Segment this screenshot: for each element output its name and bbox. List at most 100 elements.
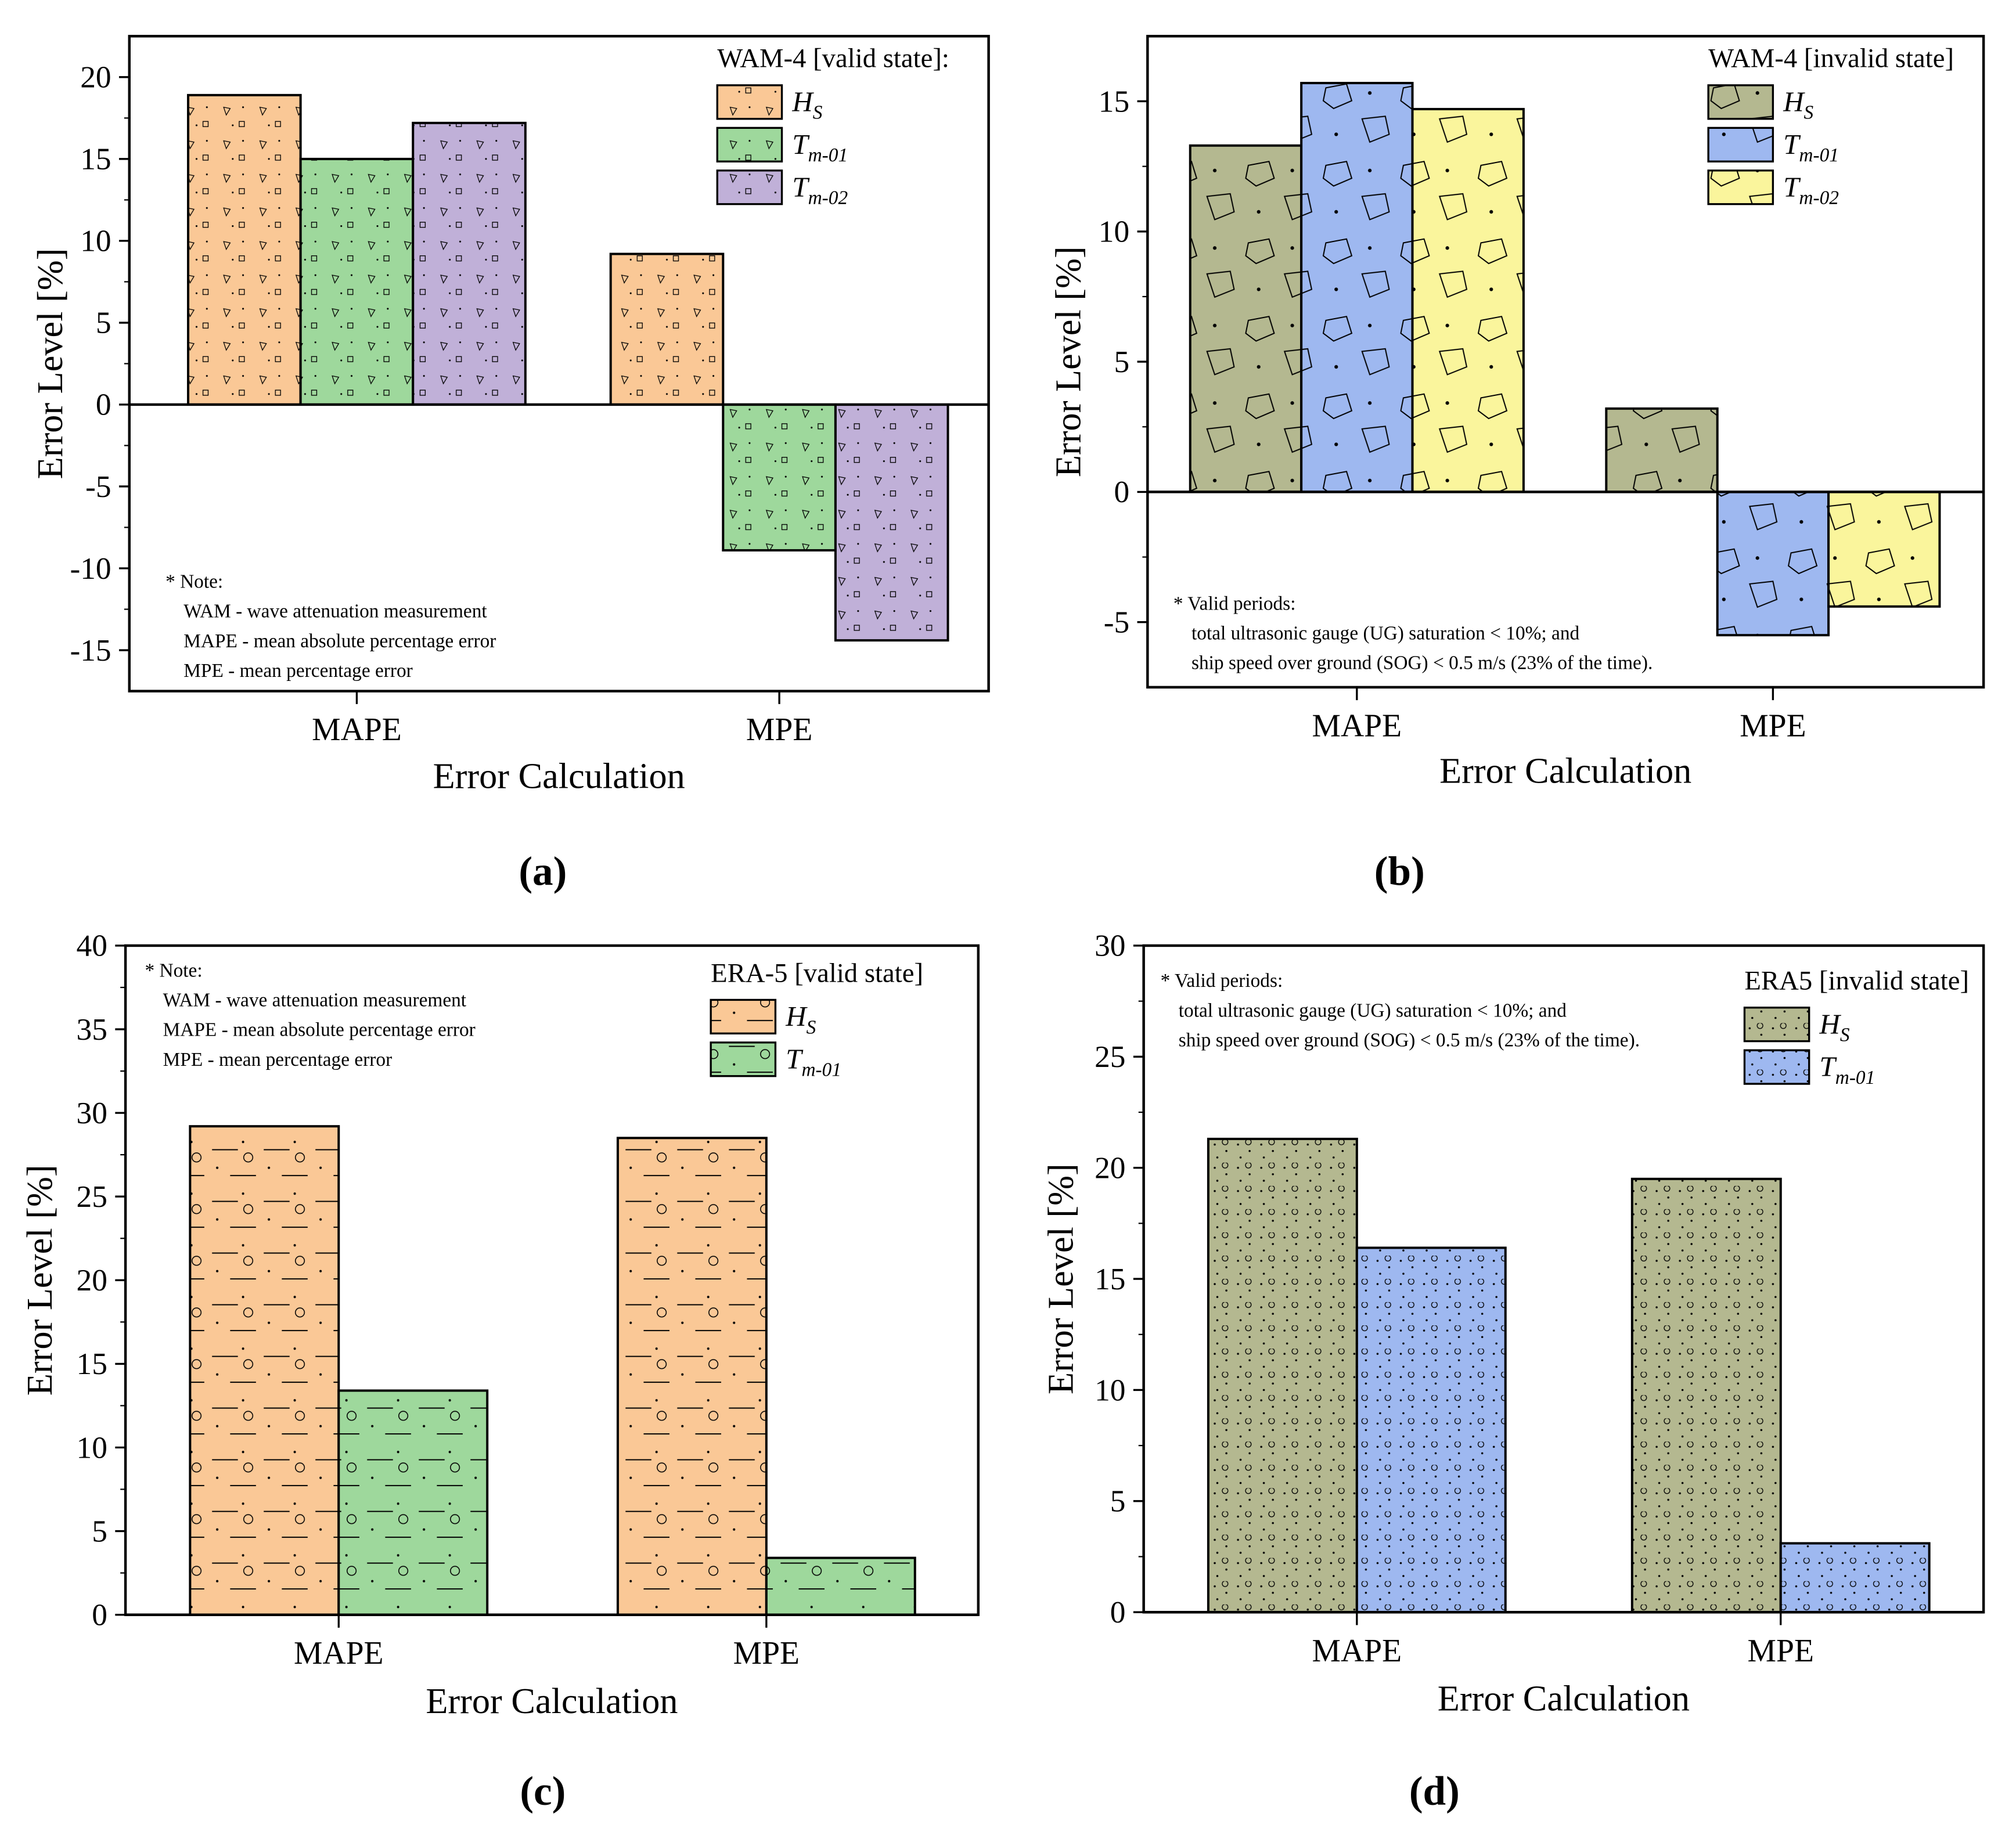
bar-pattern xyxy=(610,254,723,405)
note-heading: * Note: xyxy=(145,960,202,981)
legend-entry: HS xyxy=(1819,1008,1850,1045)
y-tick-label: 25 xyxy=(77,1179,107,1214)
bar-pattern xyxy=(1828,492,1940,607)
legend-entry: HS xyxy=(785,1000,816,1038)
bar-pattern xyxy=(190,1126,339,1615)
legend-swatch-pattern xyxy=(1708,128,1773,162)
note-line: total ultrasonic gauge (UG) saturation <… xyxy=(1179,1000,1567,1021)
bar-pattern xyxy=(1412,109,1524,492)
y-axis-label: Error Level [%] xyxy=(20,1164,60,1396)
x-tick-label: MPE xyxy=(733,1635,800,1671)
bar-pattern xyxy=(1632,1178,1781,1613)
legend-entry: Tm-01 xyxy=(1783,128,1839,166)
y-tick-label: 0 xyxy=(1114,474,1129,509)
note-heading: * Valid periods: xyxy=(1173,593,1296,614)
bar-pattern xyxy=(1606,408,1718,492)
x-axis-label: Error Calculation xyxy=(426,1681,678,1721)
y-tick-label: -15 xyxy=(70,633,111,668)
x-axis-label: Error Calculation xyxy=(433,756,685,796)
x-tick-label: MAPE xyxy=(1312,708,1402,744)
legend-entry: Tm-01 xyxy=(786,1043,841,1080)
bar-pattern xyxy=(1780,1543,1929,1613)
y-tick-label: 10 xyxy=(1099,214,1129,249)
legend-swatch-pattern xyxy=(717,85,782,119)
legend-swatch-pattern xyxy=(711,1000,776,1034)
y-tick-label: -5 xyxy=(85,469,111,504)
bar-pattern xyxy=(413,122,525,405)
y-tick-label: 20 xyxy=(1095,1151,1125,1185)
note-line: ship speed over ground (SOG) < 0.5 m/s (… xyxy=(1179,1030,1640,1051)
y-tick-label: 40 xyxy=(77,928,107,963)
y-tick-label: 0 xyxy=(96,387,111,422)
y-tick-label: 20 xyxy=(80,60,111,95)
bar-pattern xyxy=(300,158,413,405)
y-tick-label: 0 xyxy=(92,1597,107,1632)
bar-pattern xyxy=(1208,1138,1357,1613)
note-line: total ultrasonic gauge (UG) saturation <… xyxy=(1191,623,1580,644)
note-heading: * Note: xyxy=(165,571,223,593)
y-axis-label: Error Level [%] xyxy=(30,248,70,479)
bar-pattern xyxy=(1301,83,1413,492)
legend-title: ERA-5 [valid state] xyxy=(711,958,923,988)
note-line: MAPE - mean absolute percentage error xyxy=(163,1019,476,1041)
note-line: MPE - mean percentage error xyxy=(163,1049,393,1070)
legend-title: ERA5 [invalid state] xyxy=(1744,966,1969,996)
legend-swatch-pattern xyxy=(1744,1050,1809,1084)
y-tick-label: 15 xyxy=(1099,84,1129,118)
legend-entry: Tm-02 xyxy=(1783,171,1839,208)
chart-panel-b: -5 0 5 10 15 MAPE MPE Error Calculation Error Le… xyxy=(1049,35,1985,894)
legend-title: WAM-4 [invalid state] xyxy=(1708,44,1954,74)
y-tick-label: 0 xyxy=(1110,1595,1126,1629)
bar-pattern xyxy=(766,1557,915,1615)
y-tick-label: 15 xyxy=(80,142,111,176)
note-heading: * Valid periods: xyxy=(1161,970,1283,991)
y-tick-label: 5 xyxy=(92,1513,107,1548)
note-line: WAM - wave attenuation measurement xyxy=(163,990,467,1011)
x-tick-label: MPE xyxy=(746,712,812,748)
legend-entry: HS xyxy=(1783,85,1813,123)
bar-pattern xyxy=(835,404,948,641)
legend-entry: Tm-02 xyxy=(792,171,848,208)
y-tick-label: 30 xyxy=(1095,928,1125,963)
y-tick-label: 15 xyxy=(77,1346,107,1381)
legend-swatch-pattern xyxy=(1708,85,1773,119)
y-tick-label: 5 xyxy=(96,305,111,340)
bar-pattern xyxy=(1190,145,1302,492)
y-tick-label: 10 xyxy=(1095,1372,1125,1407)
x-tick-label: MPE xyxy=(1748,1633,1814,1669)
legend-entry: Tm-01 xyxy=(792,128,848,166)
x-axis-label: Error Calculation xyxy=(1439,751,1691,791)
bar-pattern xyxy=(1356,1248,1506,1613)
chart-panel-d: 0 5 10 15 20 25 30 MAPE MPE Error Calculation Erro… xyxy=(1041,928,1985,1814)
note-line: MAPE - mean absolute percentage error xyxy=(183,630,496,652)
y-tick-label: 35 xyxy=(77,1012,107,1047)
y-tick-label: 30 xyxy=(77,1095,107,1130)
legend-swatch-pattern xyxy=(1744,1007,1809,1041)
legend-swatch-pattern xyxy=(711,1042,776,1076)
x-tick-label: MAPE xyxy=(1312,1633,1402,1669)
bar-pattern xyxy=(339,1390,488,1615)
note-line: MPE - mean percentage error xyxy=(183,660,413,682)
chart-panel-c: 0 5 10 15 20 25 30 35 40 MAPE MPE Error Calculation… xyxy=(20,928,980,1814)
panel-label: (a) xyxy=(519,849,567,894)
legend-swatch-pattern xyxy=(1708,170,1773,204)
x-tick-label: MPE xyxy=(1740,708,1806,744)
x-tick-label: MAPE xyxy=(294,1635,384,1671)
y-tick-label: 15 xyxy=(1095,1261,1125,1296)
y-tick-label: 5 xyxy=(1110,1484,1126,1519)
bar-pattern xyxy=(188,95,301,405)
y-tick-label: -10 xyxy=(70,551,111,586)
y-tick-label: 5 xyxy=(1114,344,1129,379)
note-line: WAM - wave attenuation measurement xyxy=(183,601,487,622)
y-tick-label: 20 xyxy=(77,1263,107,1297)
panel-label: (b) xyxy=(1374,849,1425,894)
y-tick-label: 25 xyxy=(1095,1039,1125,1074)
x-tick-label: MAPE xyxy=(312,712,402,748)
legend-swatch-pattern xyxy=(717,128,782,162)
y-axis-label: Error Level [%] xyxy=(1041,1163,1081,1394)
x-axis-label: Error Calculation xyxy=(1438,1678,1690,1718)
y-tick-label: 10 xyxy=(77,1430,107,1465)
note-line: ship speed over ground (SOG) < 0.5 m/s (… xyxy=(1191,652,1653,674)
y-axis-label: Error Level [%] xyxy=(1049,246,1089,477)
